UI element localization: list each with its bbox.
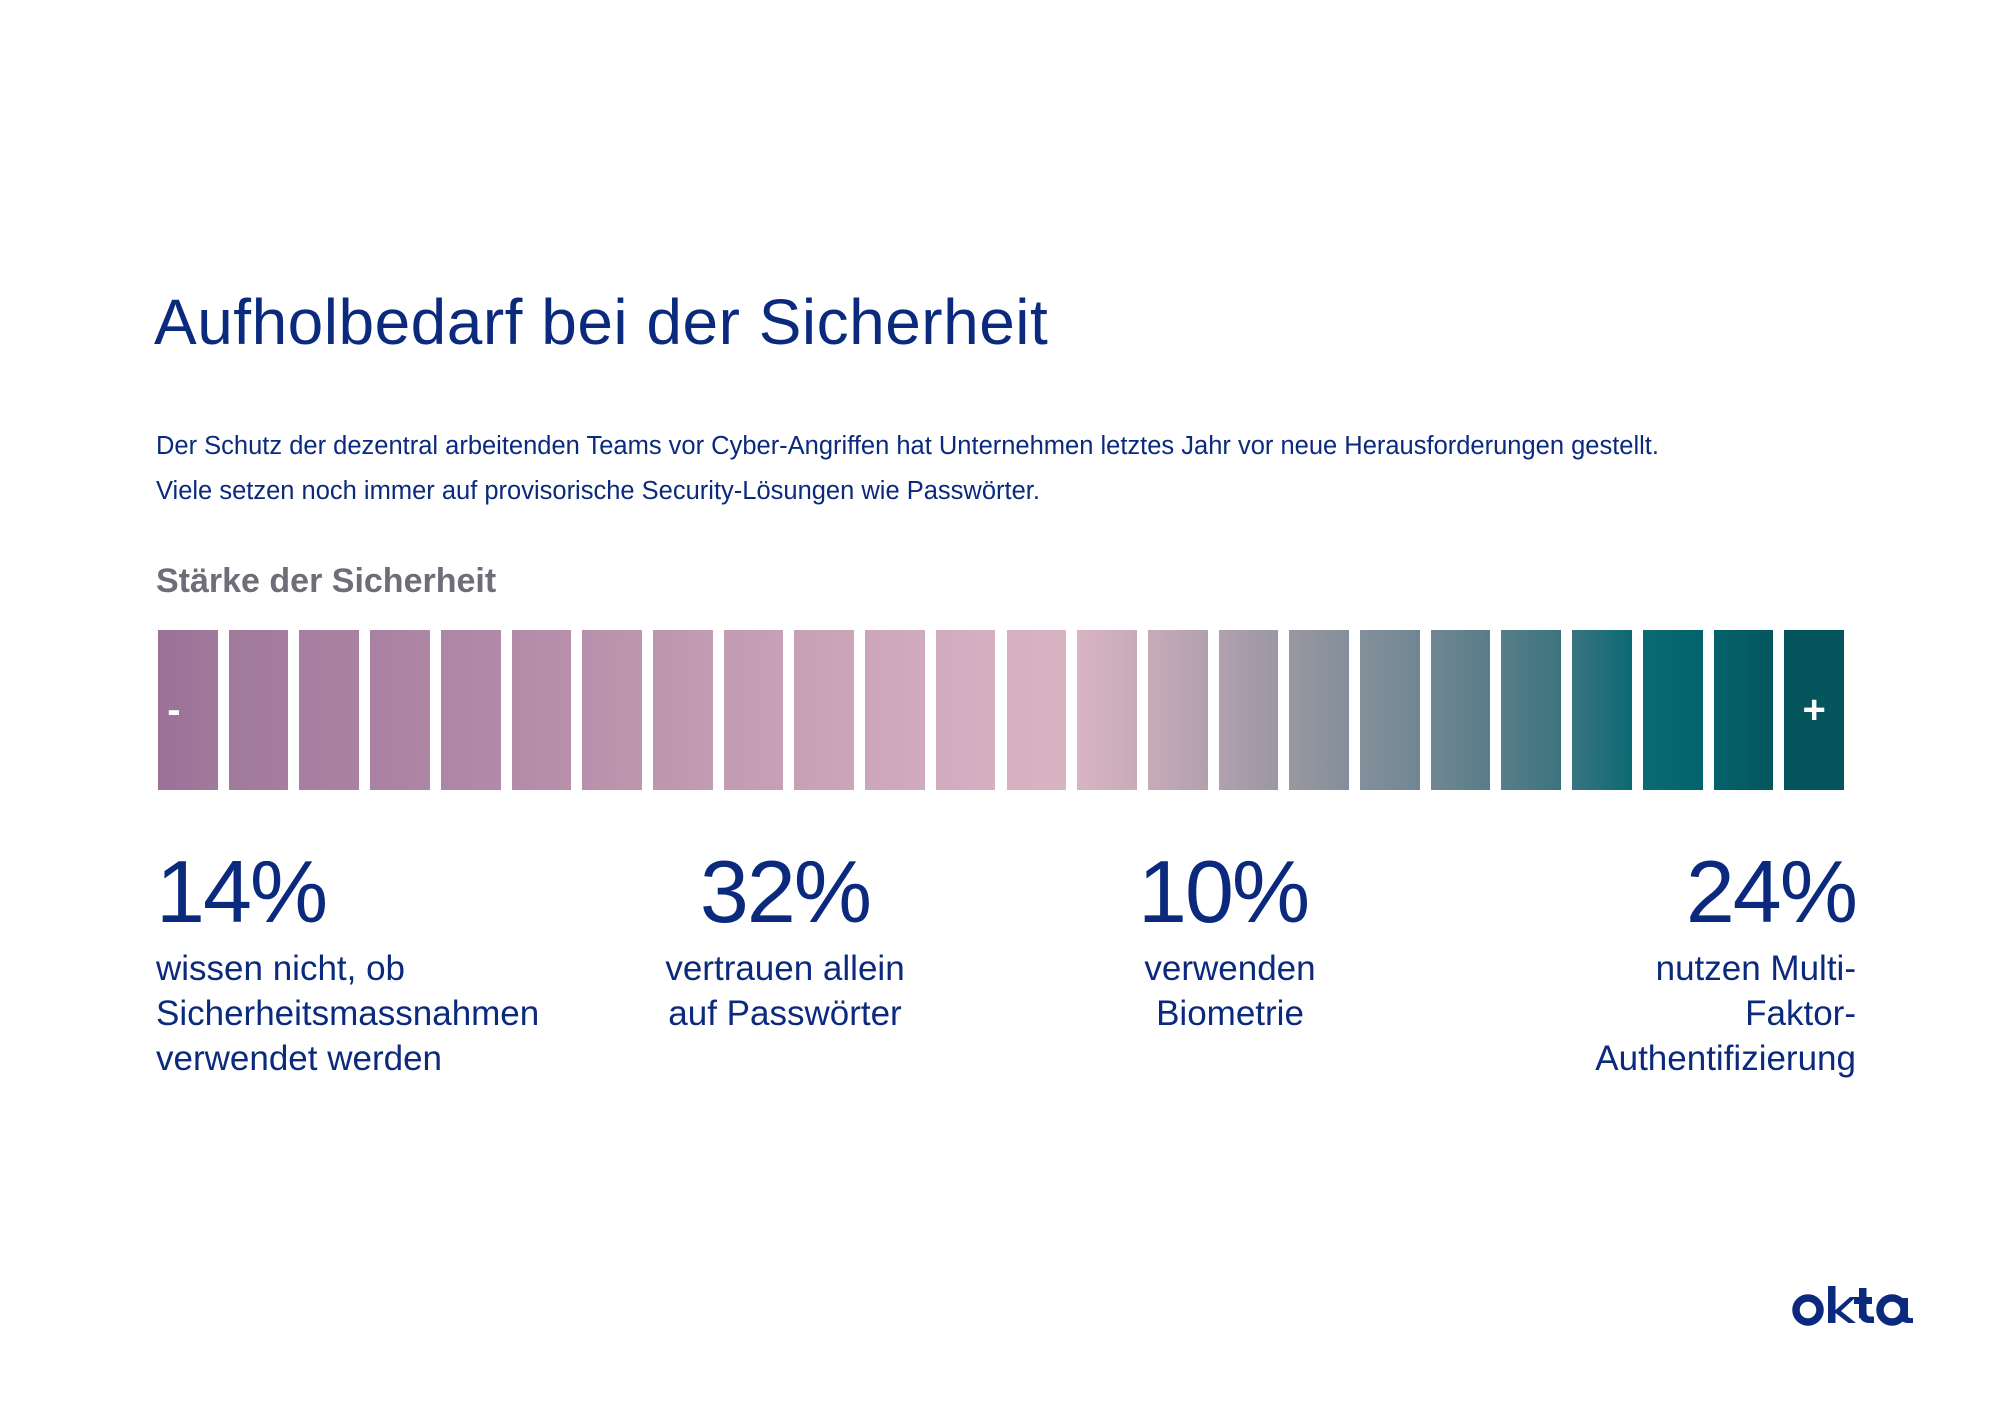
intro-line-2: Viele setzen noch immer auf provisorisch…	[156, 477, 1040, 505]
stat-caption-line: Sicherheitsmassnahmen	[156, 994, 540, 1033]
stat-caption-line: auf Passwörter	[668, 994, 902, 1033]
plus-icon: +	[1802, 688, 1826, 732]
okta-logo-t-hook	[1859, 1312, 1874, 1323]
okta-logo-a-bowl	[1876, 1294, 1908, 1326]
stat-caption-line: Biometrie	[1156, 994, 1304, 1033]
okta-logo-k-stem	[1828, 1286, 1836, 1323]
scale-segment	[1501, 630, 1562, 790]
minus-icon: -	[167, 688, 181, 732]
scale-segment	[511, 630, 572, 790]
scale-segment: +	[1784, 630, 1844, 790]
scale-segment	[935, 630, 996, 790]
scale-segment	[440, 630, 501, 790]
scale-segment	[1360, 630, 1420, 790]
stat-mfa: 24% nutzen Multi- Faktor- Authentifizier…	[1595, 842, 1858, 1081]
stat-caption: nutzen Multi- Faktor- Authentifizierung	[1595, 946, 1856, 1081]
scale-segment	[1430, 630, 1491, 790]
intro-text: Der Schutz der dezentral arbeitenden Tea…	[156, 424, 1876, 514]
scale-segment	[1006, 630, 1067, 790]
stat-caption-line: Faktor-	[1745, 994, 1856, 1033]
stat-caption-line: verwenden	[1144, 949, 1316, 988]
security-strength-scale: - +	[158, 630, 1844, 790]
page-title: Aufholbedarf bei der Sicherheit	[154, 286, 1049, 358]
scale-segment	[1713, 630, 1774, 790]
scale-segment	[1218, 630, 1279, 790]
okta-logo-t-bar	[1854, 1297, 1872, 1304]
scale-segment	[865, 630, 925, 790]
stat-passwords-only: 32% vertrauen allein auf Passwörter	[640, 848, 930, 1036]
stat-caption: vertrauen allein auf Passwörter	[640, 946, 930, 1036]
scale-segment	[1642, 630, 1703, 790]
stat-caption: verwenden Biometrie	[1120, 946, 1340, 1036]
intro-line-1: Der Schutz der dezentral arbeitenden Tea…	[156, 432, 1659, 460]
scale-segment	[370, 630, 430, 790]
okta-logo-k-arm	[1835, 1297, 1856, 1323]
stat-caption-line: wissen nicht, ob	[156, 949, 406, 988]
scale-segment	[228, 630, 289, 790]
okta-logo	[1792, 1286, 1913, 1326]
okta-logo-o	[1792, 1294, 1824, 1326]
stat-caption-line: verwendet werden	[156, 1039, 442, 1078]
stat-value: 10%	[1138, 842, 1310, 941]
scale-segment	[1289, 630, 1350, 790]
stat-caption-line: nutzen Multi-	[1655, 949, 1856, 988]
scale-label: Stärke der Sicherheit	[156, 562, 497, 600]
scale-segment: -	[158, 630, 218, 790]
scale-segment	[582, 630, 642, 790]
scale-segment	[652, 630, 713, 790]
scale-segment	[299, 630, 360, 790]
scale-segment	[794, 630, 855, 790]
stat-caption: wissen nicht, ob Sicherheitsmassnahmen v…	[156, 946, 539, 1081]
stat-value: 14%	[156, 842, 328, 941]
stat-biometrics: 10% verwenden Biometrie	[1120, 848, 1340, 1036]
scale-segment	[1147, 630, 1208, 790]
stat-value: 32%	[699, 842, 872, 941]
stat-caption-line: vertrauen allein	[665, 949, 905, 988]
scale-segment	[723, 630, 784, 790]
stat-unknown-measures: 14% wissen nicht, ob Sicherheitsmassnahm…	[156, 848, 539, 1081]
scale-segment	[1572, 630, 1632, 790]
okta-logo-a-tail	[1900, 1298, 1913, 1323]
stat-caption-line: Authentifizierung	[1595, 1039, 1856, 1078]
scale-segment	[1077, 630, 1137, 790]
stat-value: 24%	[1685, 842, 1858, 941]
